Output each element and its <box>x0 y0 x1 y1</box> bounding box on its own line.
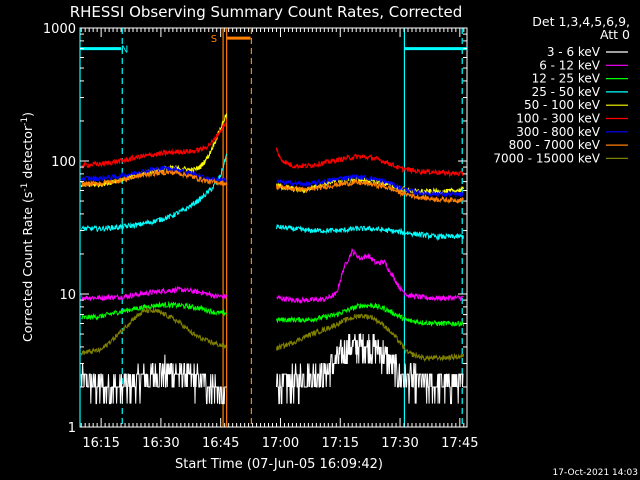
series-line-6-seg-1 <box>276 173 464 198</box>
series-line-8-seg-1 <box>276 313 464 363</box>
x-tick-label-4: 17:15 <box>322 436 359 451</box>
chart-title: RHESSI Observing Summary Count Rates, Co… <box>70 3 463 21</box>
x-tick-label-5: 17:30 <box>381 436 418 451</box>
legend-label-4: 50 - 100 keV <box>524 98 601 112</box>
x-tick-label-0: 16:15 <box>82 436 119 451</box>
x-axis-ticks: 16:15 16:30 16:45 17:00 17:15 17:30 17:45 <box>80 28 479 451</box>
observing-flag-lines <box>79 28 463 427</box>
x-tick-label-2: 16:45 <box>202 436 239 451</box>
series-line-2-seg-1 <box>276 302 464 327</box>
y-axis-label-sup2: -1 <box>20 117 30 126</box>
timestamp: 17-Oct-2021 14:03 <box>553 468 638 478</box>
series-line-3-seg-0 <box>80 153 228 233</box>
legend-label-6: 300 - 800 keV <box>516 125 600 139</box>
x-tick-label-1: 16:30 <box>142 436 179 451</box>
legend-label-8: 7000 - 15000 keV <box>493 151 600 165</box>
series-line-1-seg-1 <box>276 248 464 305</box>
series-line-0-seg-0 <box>80 354 227 405</box>
series-line-7-seg-0 <box>80 169 228 187</box>
y-tick-label-2: 100 <box>51 155 76 170</box>
x-tick-label-3: 17:00 <box>262 436 299 451</box>
series-lines <box>80 113 464 405</box>
observing-flag-bars: NS <box>80 34 467 56</box>
series-line-5-seg-1 <box>276 147 464 178</box>
legend-label-3: 25 - 50 keV <box>532 85 601 99</box>
legend-header-line2: Att 0 <box>600 27 630 42</box>
y-axis-label-sup1: -1 <box>20 183 30 192</box>
series-line-3-seg-1 <box>276 224 464 242</box>
series-line-8-seg-0 <box>80 307 227 356</box>
y-axis-ticks: 1 10 100 1000 <box>43 22 467 436</box>
y-axis-label: Corrected Count Rate (s-1 detector-1) <box>20 112 35 342</box>
series-line-5-seg-0 <box>80 120 227 170</box>
y-axis-label-main: Corrected Count Rate (s <box>20 192 35 342</box>
y-tick-label-1: 10 <box>59 288 76 303</box>
y-axis-label-end: ) <box>20 112 35 117</box>
legend-label-7: 800 - 7000 keV <box>509 138 601 152</box>
flag-label-2: S <box>211 34 217 45</box>
legend-label-1: 6 - 12 keV <box>539 58 601 72</box>
y-tick-label-3: 1000 <box>43 22 76 37</box>
y-axis-label-mid: detector <box>20 125 35 183</box>
legend-label-2: 12 - 25 keV <box>532 72 601 86</box>
series-line-2-seg-0 <box>81 300 227 321</box>
series-line-0-seg-1 <box>276 333 464 405</box>
x-tick-label-6: 17:45 <box>441 436 478 451</box>
legend-label-0: 3 - 6 keV <box>547 45 601 59</box>
y-tick-label-0: 1 <box>68 421 76 436</box>
series-line-7-seg-1 <box>276 178 464 205</box>
series-line-6-seg-0 <box>80 165 228 184</box>
flag-label-1: N <box>121 45 128 56</box>
legend-label-5: 100 - 300 keV <box>516 112 600 126</box>
x-axis-label: Start Time (07-Jun-05 16:09:42) <box>175 457 383 472</box>
series-line-1-seg-0 <box>80 285 228 302</box>
legend-header-line1: Det 1,3,4,5,6,9, <box>532 14 630 29</box>
